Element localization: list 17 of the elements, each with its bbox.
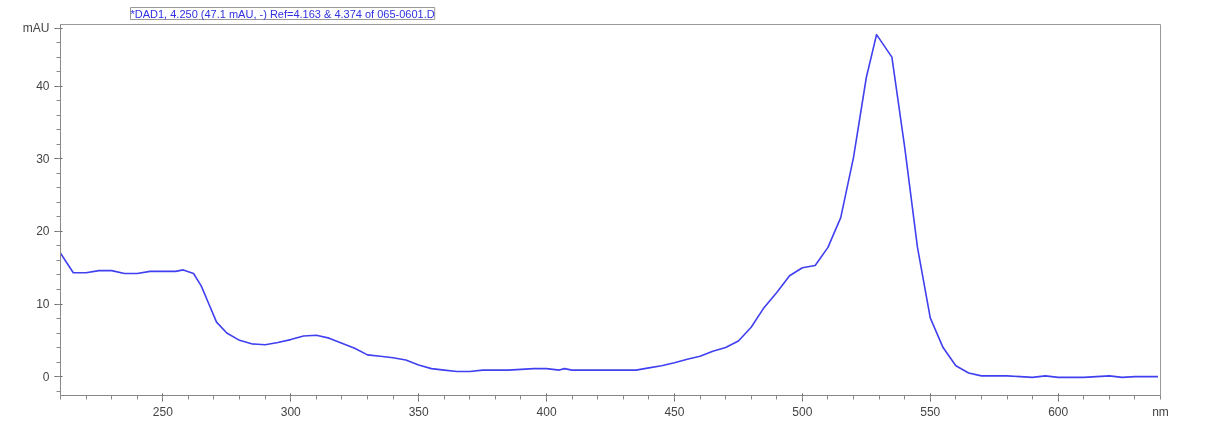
x-tick-label: 450 xyxy=(664,404,685,419)
y-tick-label: 20 xyxy=(36,224,50,239)
x-axis-title: nm xyxy=(1152,404,1169,419)
x-tick-label: 600 xyxy=(1048,404,1069,419)
x-tick-label: 300 xyxy=(280,404,302,419)
x-tick-label: 550 xyxy=(920,404,941,419)
x-tick-label: 250 xyxy=(152,404,174,419)
chart-title: *DAD1, 4.250 (47.1 mAU, -) Ref=4.163 & 4.374 of 065-0601.D xyxy=(130,7,435,20)
line-series xyxy=(60,33,1159,379)
x-tick-label: 500 xyxy=(792,404,813,419)
y-tick-label: 10 xyxy=(36,297,50,312)
x-tick-label: 400 xyxy=(536,404,557,419)
x-tick-label: 350 xyxy=(408,404,429,419)
y-tick-label: 0 xyxy=(42,369,50,384)
y-tick-label: 30 xyxy=(36,151,50,166)
y-tick-label: 40 xyxy=(36,79,50,94)
y-tick-label: mAU xyxy=(22,21,50,36)
